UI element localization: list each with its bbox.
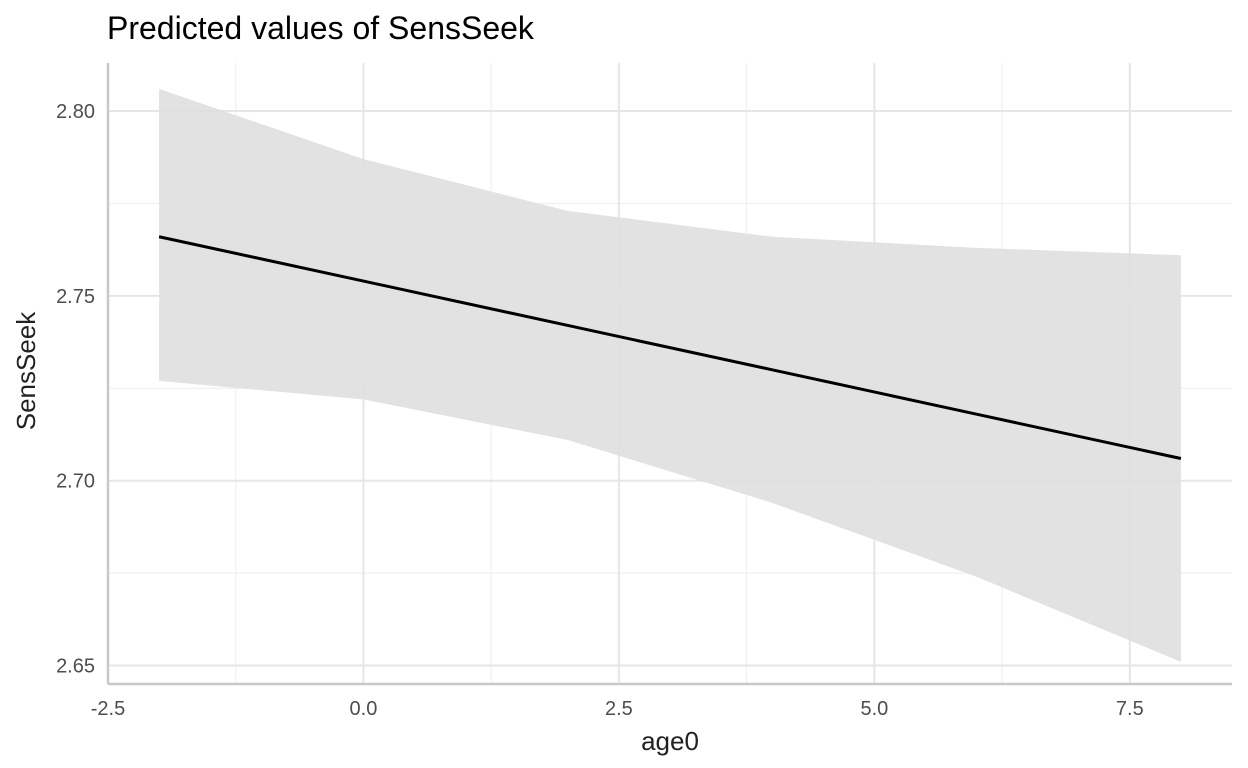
y-tick-label: 2.80: [56, 101, 95, 123]
x-tick-label: 2.5: [605, 698, 633, 720]
y-tick-label: 2.70: [56, 471, 95, 493]
chart-title: Predicted values of SensSeek: [107, 10, 535, 46]
x-tick-label: 5.0: [860, 698, 888, 720]
x-axis-ticks: -2.5 0.0 2.5 5.0 7.5: [91, 698, 1144, 720]
series-line: [158, 235, 1182, 460]
x-tick-label: -2.5: [91, 698, 125, 720]
x-tick-label: 0.0: [350, 698, 378, 720]
confidence-band: [159, 88, 1181, 662]
y-axis-ticks: 2.65 2.70 2.75 2.80: [56, 101, 95, 677]
x-tick-label: 7.5: [1116, 698, 1144, 720]
x-axis-title: age0: [641, 726, 699, 756]
y-axis-title: SensSeek: [11, 311, 41, 431]
y-tick-label: 2.65: [56, 656, 95, 678]
y-tick-label: 2.75: [56, 286, 95, 308]
